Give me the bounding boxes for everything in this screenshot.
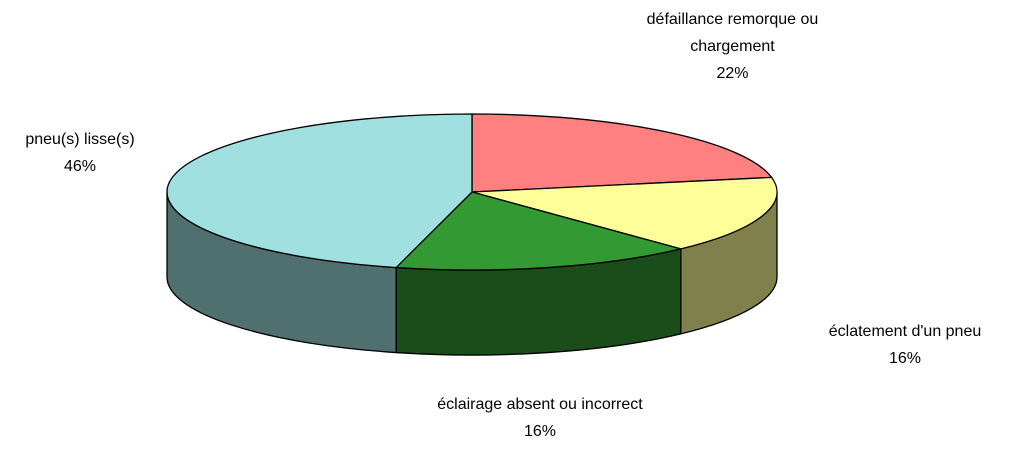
- slice-label: pneu(s) lisse(s) 46%: [0, 126, 160, 180]
- pie-slice: [166, 113, 473, 269]
- value-label: 22%: [716, 65, 749, 82]
- category-label: éclatement d'un pneu: [828, 323, 982, 340]
- slice-label: défaillance remorque ou chargement 22%: [615, 6, 850, 87]
- category-label: éclairage absent ou incorrect: [437, 396, 643, 413]
- category-label: pneu(s) lisse(s): [25, 131, 135, 148]
- slice-label: éclairage absent ou incorrect 16%: [430, 391, 650, 445]
- pie-slice: [471, 176, 778, 250]
- value-label: 16%: [888, 350, 922, 367]
- slice-label: éclatement d'un pneu 16%: [800, 318, 1010, 372]
- category-label: défaillance remorque ou chargement: [646, 11, 819, 55]
- pie-slice: [471, 113, 773, 193]
- value-label: 16%: [523, 423, 557, 440]
- value-label: 46%: [63, 158, 97, 175]
- pie-slice: [394, 191, 681, 271]
